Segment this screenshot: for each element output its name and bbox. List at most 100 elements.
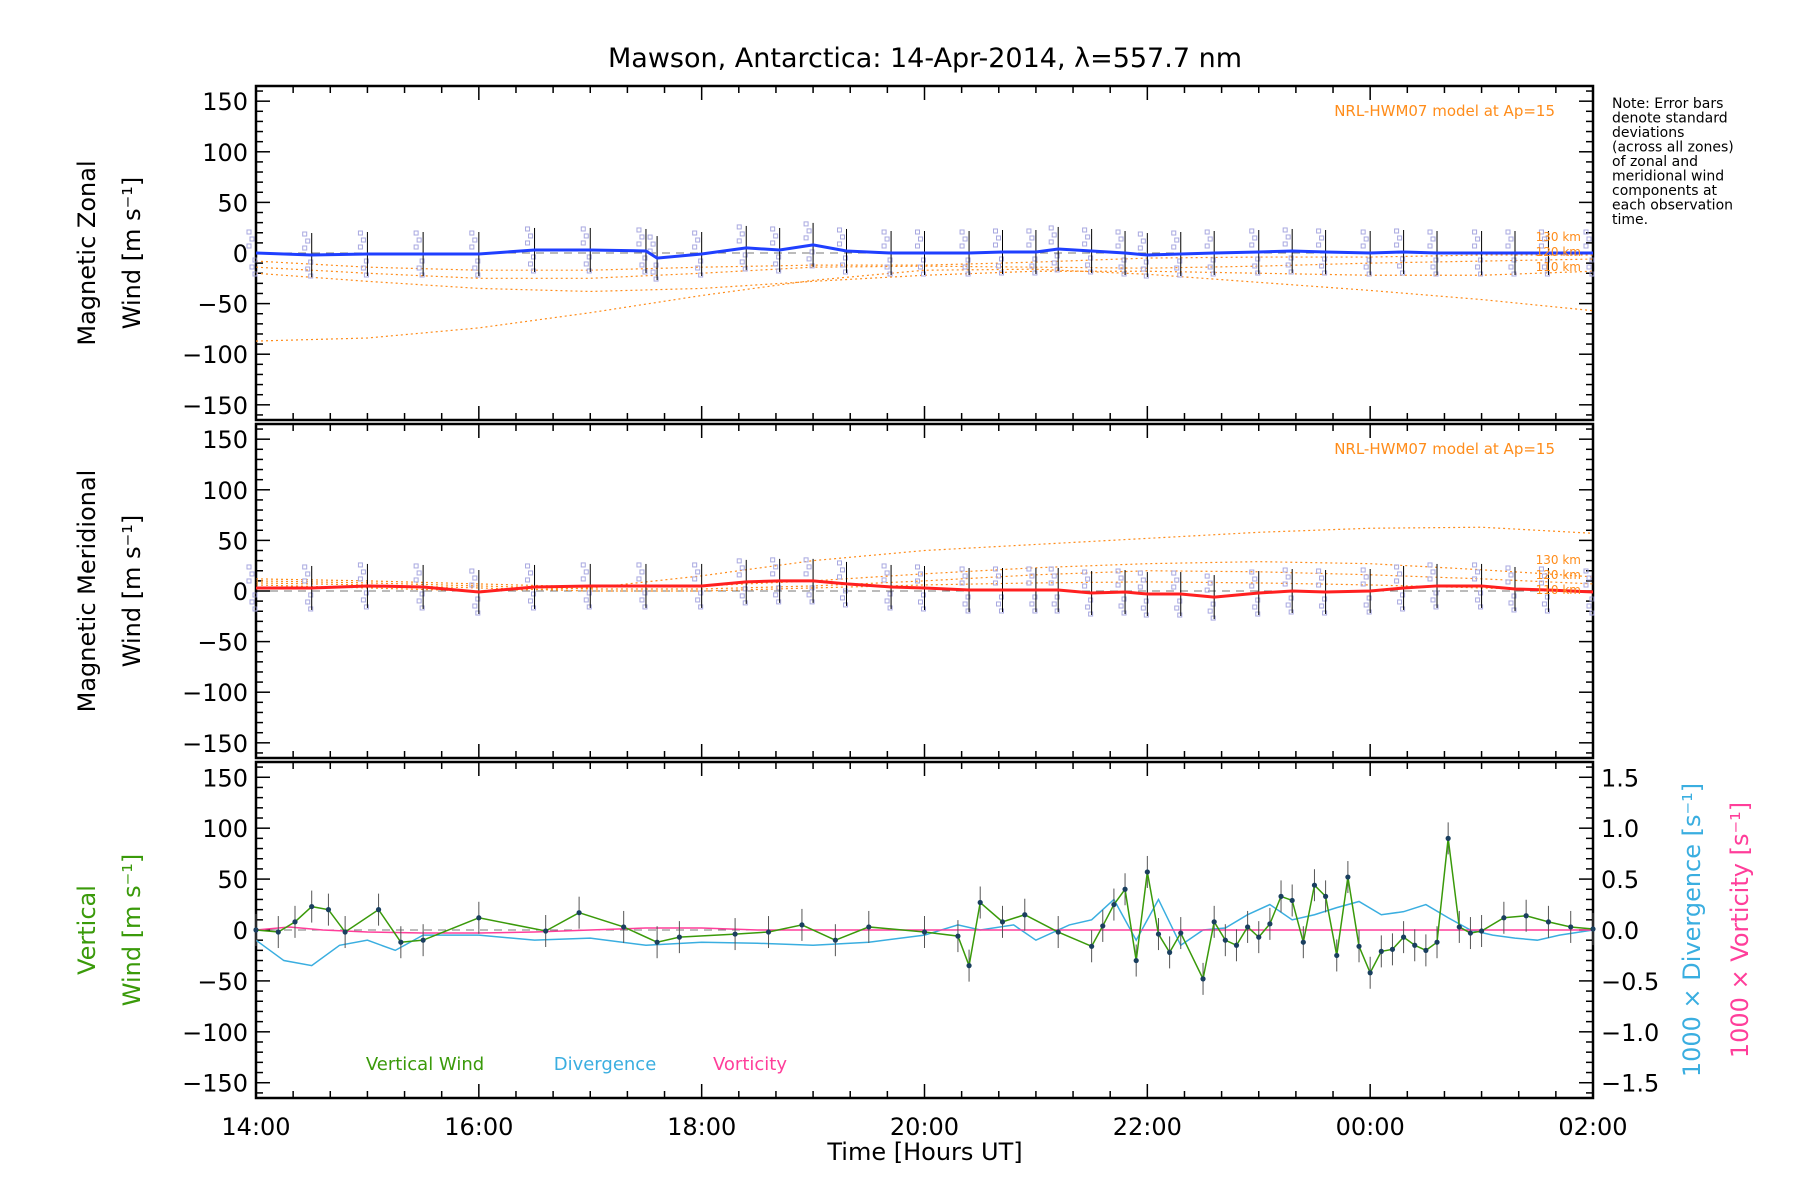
- vertical-wind-point: [1445, 835, 1451, 841]
- vertical-wind-point: [1367, 970, 1373, 976]
- scatter-point: [776, 585, 782, 591]
- vertical-wind-point: [1568, 924, 1574, 930]
- scatter-point: [1143, 259, 1149, 265]
- scatter-point: [1032, 270, 1038, 276]
- scatter-point: [475, 610, 481, 616]
- scatter-point: [1288, 269, 1294, 275]
- scatter-point: [1252, 235, 1258, 241]
- y-tick-label: −100: [182, 1019, 248, 1047]
- vertical-wind-point: [1100, 923, 1106, 929]
- scatter-point: [1137, 231, 1143, 237]
- scatter-point: [965, 594, 971, 600]
- scatter-point: [843, 255, 849, 261]
- scatter-point: [1583, 568, 1589, 574]
- scatter-point: [1589, 596, 1595, 602]
- scatter-point: [1400, 606, 1406, 612]
- vertical-wind-point: [1089, 943, 1095, 949]
- scatter-point: [1288, 609, 1294, 615]
- scatter-point: [773, 233, 779, 239]
- scatter-point: [1394, 578, 1400, 584]
- scatter-point: [1433, 257, 1439, 263]
- scatter-point: [881, 577, 887, 583]
- scatter-point: [1255, 611, 1261, 617]
- scatter-point: [1048, 566, 1054, 572]
- vertical-wind-point: [1278, 893, 1284, 900]
- scatter-point: [1032, 256, 1038, 262]
- vertical-wind-point: [1055, 929, 1061, 935]
- scatter-point: [642, 269, 648, 275]
- scatter-point: [1118, 575, 1124, 581]
- scatter-point: [1397, 235, 1403, 241]
- scatter-point: [1032, 608, 1038, 614]
- scatter-point: [308, 259, 314, 265]
- scatter-point: [1118, 236, 1124, 242]
- scatter-point: [1427, 243, 1433, 249]
- right-y-tick-label: −0.5: [1601, 968, 1659, 996]
- scatter-point: [249, 571, 255, 577]
- scatter-point: [1115, 229, 1121, 235]
- scatter-point: [302, 245, 308, 251]
- scatter-point: [698, 604, 704, 610]
- scatter-point: [918, 236, 923, 242]
- vertical-wind-point: [1545, 919, 1552, 925]
- scatter-point: [1472, 229, 1478, 235]
- vertical-wind-point: [1334, 952, 1340, 959]
- scatter-point: [472, 237, 478, 243]
- y-tick-label: 50: [217, 866, 248, 894]
- scatter-point: [1252, 604, 1258, 610]
- scatter-point: [1478, 604, 1484, 610]
- scatter-point: [921, 271, 926, 277]
- scatter-point: [363, 604, 369, 610]
- scatter-point: [1363, 574, 1369, 580]
- scatter-point: [413, 577, 419, 583]
- zonal-panel: 150 100 50 0 −50 −100 −150 Magnetic Zonal Wind […: [73, 84, 1595, 422]
- scatter-point: [1085, 262, 1091, 268]
- scatter-point: [583, 261, 589, 267]
- scatter-point: [884, 236, 890, 242]
- scatter-point: [1082, 241, 1088, 247]
- scatter-point: [736, 224, 742, 230]
- x-tick-label: 18:00: [667, 1113, 736, 1141]
- vertical-wind-point: [1200, 976, 1206, 982]
- scatter-point: [639, 569, 645, 575]
- x-tick-label: 00:00: [1336, 1113, 1405, 1141]
- scatter-point: [843, 269, 849, 275]
- scatter-point: [806, 256, 812, 262]
- scatter-point: [1430, 597, 1436, 603]
- y-tick-label: −100: [182, 679, 248, 707]
- right-y-tick-label: 0.0: [1601, 917, 1639, 945]
- scatter-point: [809, 585, 815, 591]
- scatter-point: [1171, 230, 1177, 236]
- vertical-wind-point: [1356, 943, 1362, 949]
- vertical-wind-point: [1423, 947, 1429, 953]
- scatter-point: [586, 604, 592, 610]
- y-tick-label: −50: [197, 291, 248, 319]
- note-line: components at: [1612, 183, 1718, 199]
- scatter-point: [1319, 575, 1325, 581]
- scatter-point: [531, 254, 537, 260]
- scatter-point: [469, 568, 475, 574]
- scatter-point: [1207, 580, 1213, 586]
- vertical-wind-point: [676, 934, 682, 940]
- scatter-point: [1048, 225, 1054, 231]
- scatter-point: [249, 264, 255, 270]
- scatter-point: [1210, 257, 1216, 263]
- scatter-point: [639, 262, 645, 268]
- scatter-point: [1088, 255, 1094, 261]
- scatter-point: [1366, 257, 1372, 263]
- scatter-point: [363, 258, 369, 264]
- scatter-point: [742, 600, 748, 606]
- vertical-wind-point: [1222, 937, 1228, 943]
- scatter-point: [962, 573, 968, 579]
- scatter-point: [1400, 592, 1406, 598]
- scatter-point: [809, 599, 815, 605]
- model-line: [255, 270, 1594, 293]
- vertical-wind-point: [275, 929, 281, 935]
- scatter-point: [1088, 269, 1094, 275]
- vertical-wind-point: [866, 924, 872, 930]
- scatter-point: [580, 576, 586, 582]
- scatter-point: [1433, 271, 1439, 277]
- scatter-point: [837, 241, 843, 247]
- scatter-point: [736, 572, 742, 578]
